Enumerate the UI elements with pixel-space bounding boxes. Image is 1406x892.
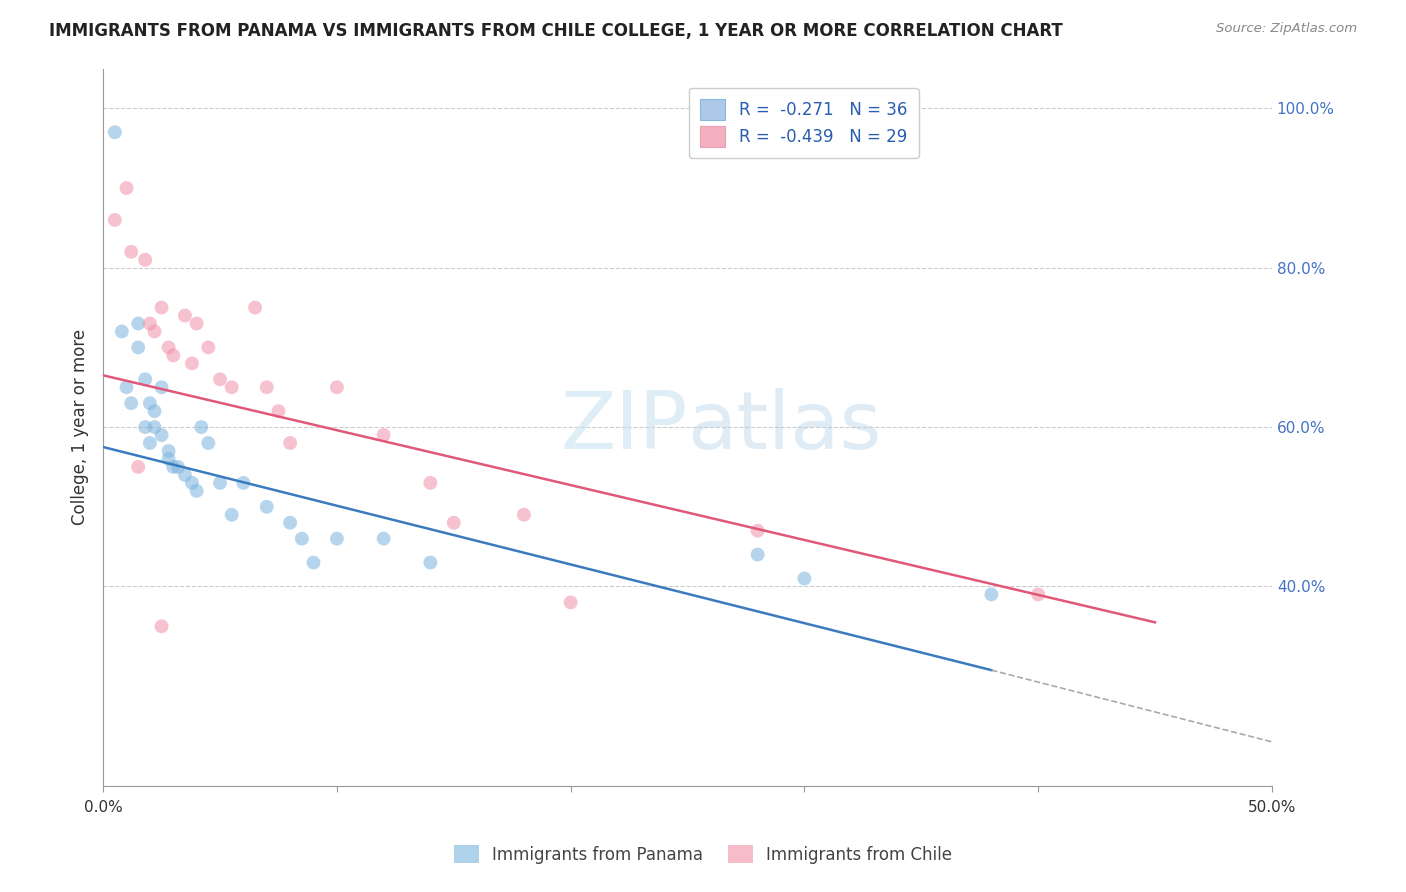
Point: [134, 252, 156, 267]
Point: [302, 556, 325, 570]
Point: [980, 587, 1002, 601]
Point: [373, 428, 395, 442]
Point: [278, 516, 301, 530]
Point: [167, 459, 190, 474]
Point: [143, 325, 166, 339]
Text: ZIP: ZIP: [560, 388, 688, 467]
Point: [197, 436, 219, 450]
Point: [190, 420, 212, 434]
Point: [221, 380, 243, 394]
Point: [134, 420, 156, 434]
Point: [513, 508, 536, 522]
Point: [278, 436, 301, 450]
Y-axis label: College, 1 year or more: College, 1 year or more: [72, 329, 89, 525]
Point: [115, 380, 138, 394]
Point: [208, 475, 231, 490]
Point: [104, 213, 127, 227]
Point: [115, 181, 138, 195]
Point: [443, 516, 465, 530]
Point: [419, 556, 441, 570]
Point: [127, 340, 149, 354]
Point: [127, 317, 149, 331]
Point: [232, 475, 254, 490]
Point: [181, 356, 204, 370]
Legend: Immigrants from Panama, Immigrants from Chile: Immigrants from Panama, Immigrants from …: [447, 838, 959, 871]
Point: [104, 125, 127, 139]
Point: [419, 475, 441, 490]
Point: [157, 444, 180, 458]
Point: [256, 500, 278, 514]
Point: [326, 380, 349, 394]
Point: [139, 436, 162, 450]
Point: [747, 524, 769, 538]
Legend: R =  -0.271   N = 36, R =  -0.439   N = 29: R = -0.271 N = 36, R = -0.439 N = 29: [689, 87, 918, 158]
Point: [143, 404, 166, 418]
Point: [134, 372, 156, 386]
Point: [143, 420, 166, 434]
Text: IMMIGRANTS FROM PANAMA VS IMMIGRANTS FROM CHILE COLLEGE, 1 YEAR OR MORE CORRELAT: IMMIGRANTS FROM PANAMA VS IMMIGRANTS FRO…: [49, 22, 1063, 40]
Point: [221, 508, 243, 522]
Point: [747, 548, 769, 562]
Point: [256, 380, 278, 394]
Point: [120, 396, 142, 410]
Point: [243, 301, 266, 315]
Point: [560, 595, 582, 609]
Point: [186, 317, 208, 331]
Point: [150, 428, 173, 442]
Point: [1026, 587, 1049, 601]
Text: atlas: atlas: [688, 388, 882, 467]
Point: [291, 532, 314, 546]
Point: [157, 452, 180, 467]
Point: [162, 459, 184, 474]
Point: [174, 309, 197, 323]
Point: [326, 532, 349, 546]
Point: [157, 340, 180, 354]
Point: [150, 380, 173, 394]
Point: [267, 404, 290, 418]
Point: [127, 459, 149, 474]
Point: [208, 372, 231, 386]
Point: [139, 317, 162, 331]
Point: [139, 396, 162, 410]
Point: [181, 475, 204, 490]
Point: [197, 340, 219, 354]
Text: Source: ZipAtlas.com: Source: ZipAtlas.com: [1216, 22, 1357, 36]
Point: [186, 483, 208, 498]
Point: [373, 532, 395, 546]
Point: [793, 572, 815, 586]
Point: [174, 467, 197, 482]
Point: [120, 244, 142, 259]
Point: [162, 348, 184, 362]
Point: [111, 325, 134, 339]
Point: [150, 619, 173, 633]
Point: [150, 301, 173, 315]
